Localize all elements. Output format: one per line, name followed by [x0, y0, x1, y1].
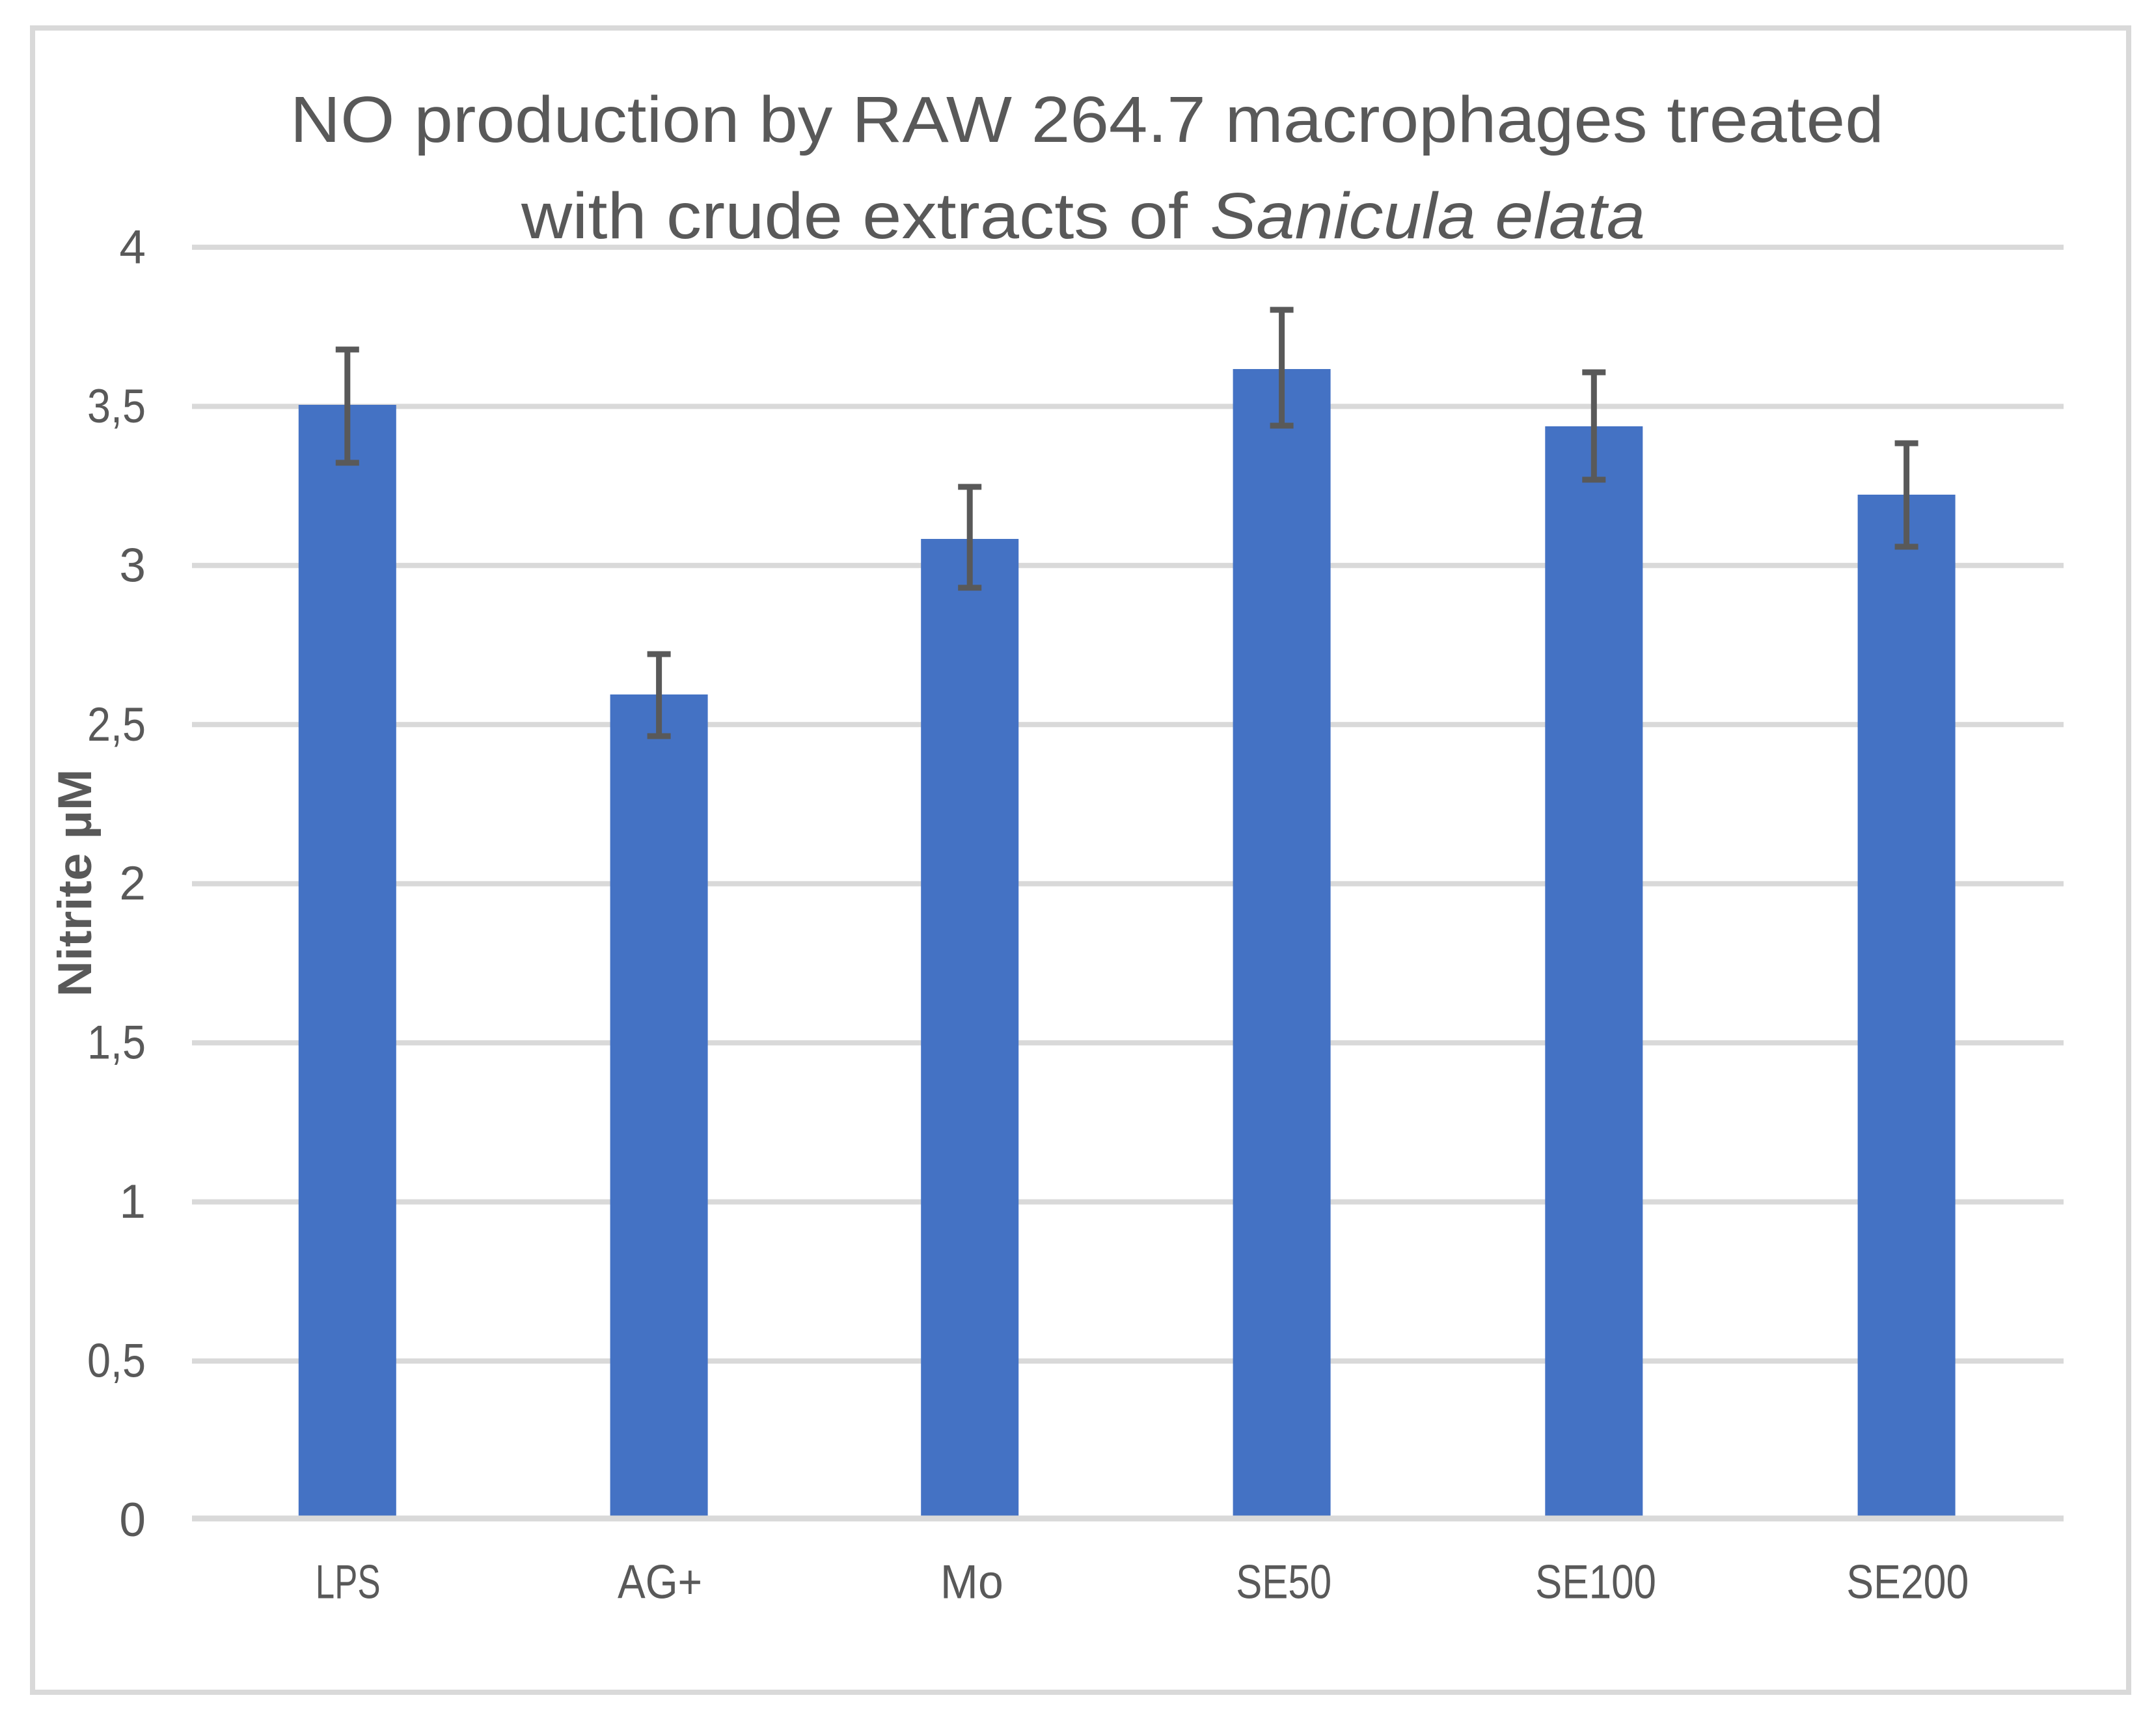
svg-text:0: 0	[119, 1494, 146, 1546]
svg-text:2,5: 2,5	[87, 698, 146, 751]
svg-text:1: 1	[119, 1175, 146, 1228]
svg-text:3,5: 3,5	[87, 380, 146, 433]
svg-text:with crude extracts of: with crude extracts of	[521, 180, 1188, 253]
svg-text:SE100: SE100	[1535, 1556, 1656, 1609]
svg-text:SE200: SE200	[1846, 1556, 1969, 1609]
svg-text:Nitrite µM: Nitrite µM	[49, 769, 102, 997]
svg-text:SE50: SE50	[1236, 1556, 1331, 1609]
svg-text:Mo: Mo	[940, 1556, 1003, 1609]
svg-text:2: 2	[119, 857, 146, 910]
svg-text:AG+: AG+	[618, 1556, 702, 1609]
svg-text:0,5: 0,5	[87, 1335, 146, 1388]
svg-text:1,5: 1,5	[87, 1017, 146, 1069]
svg-text:NO production by RAW 264.7 mac: NO production by RAW 264.7 macrophages t…	[290, 83, 1884, 156]
svg-text:LPS: LPS	[316, 1556, 381, 1609]
svg-text:4: 4	[119, 221, 146, 273]
svg-text:3: 3	[119, 539, 146, 592]
svg-text:Sanicula elata: Sanicula elata	[1210, 180, 1645, 253]
